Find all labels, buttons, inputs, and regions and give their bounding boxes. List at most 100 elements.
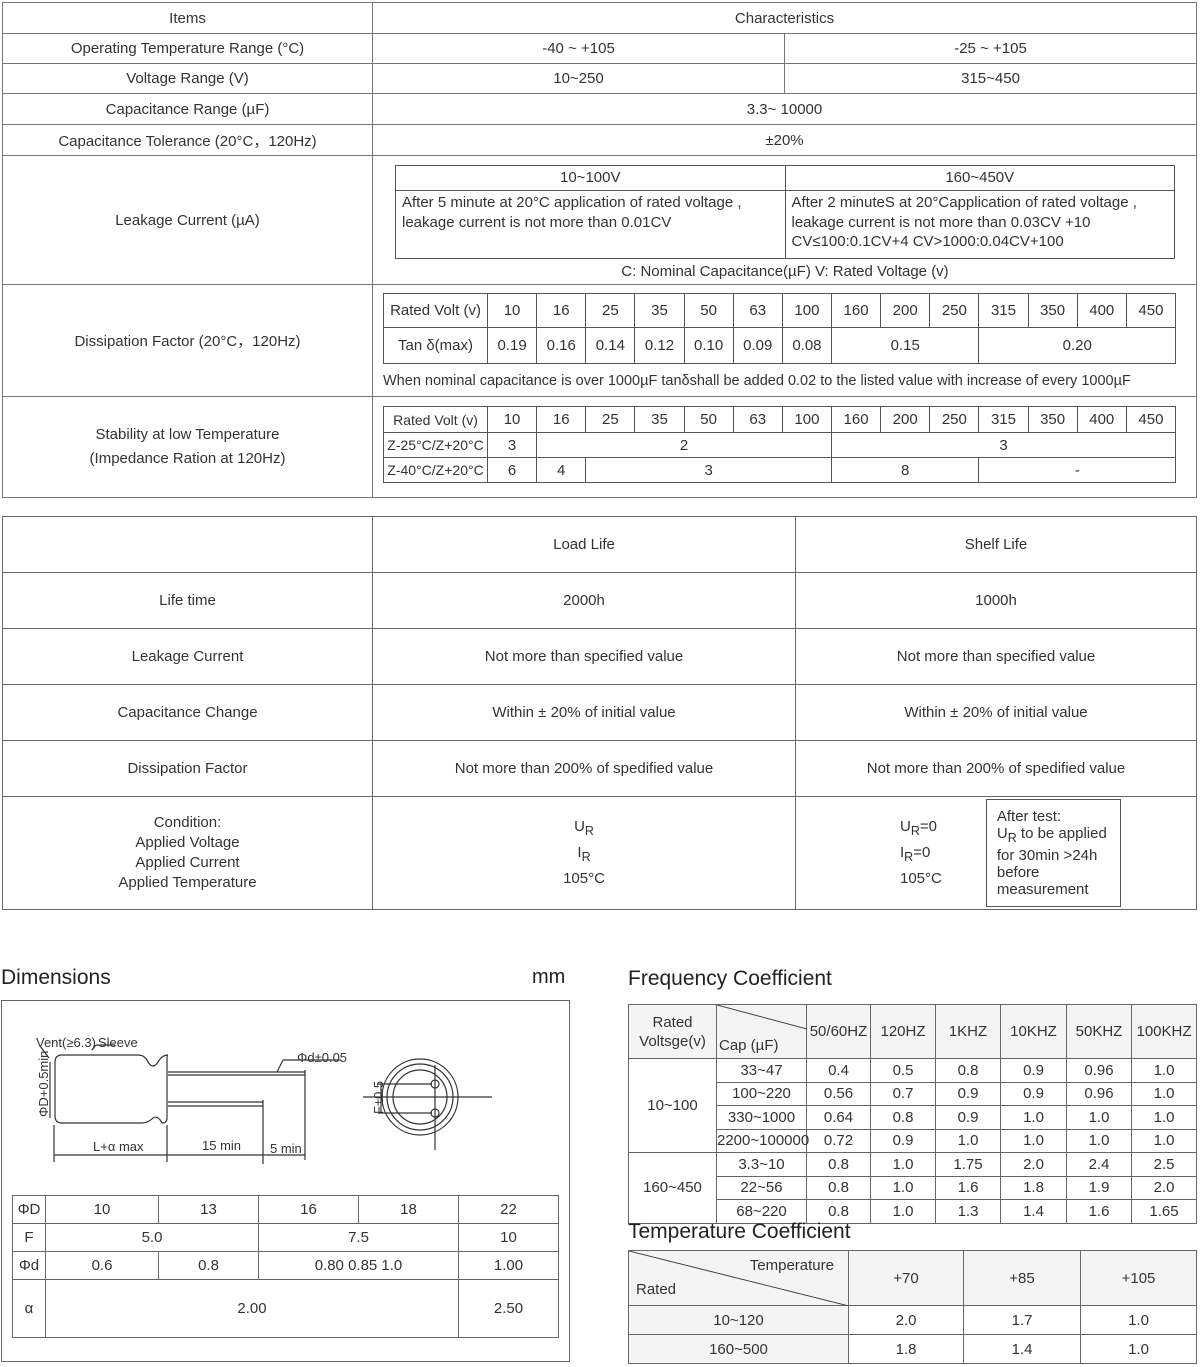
- header-temperature-value: +85: [963, 1250, 1081, 1306]
- shelf-value: Not more than specified value: [795, 628, 1197, 685]
- coefficient-value: 1.0: [870, 1152, 936, 1177]
- table-cell: 0.15: [830, 327, 980, 364]
- subscript: R: [1007, 831, 1017, 845]
- after-test-note: After test: UR to be applied for 30min >…: [985, 799, 1121, 907]
- header-blank: [2, 516, 373, 573]
- coefficient-value: 0.9: [1000, 1081, 1067, 1106]
- leakage-low-line: After 5 minute at 20°C application of ra…: [402, 194, 742, 211]
- note-line: before: [996, 864, 1040, 881]
- stability-label-line2: (Impedance Ration at 120Hz): [89, 450, 286, 467]
- load-voltage: U: [574, 818, 585, 835]
- coefficient-value: 0.9: [1000, 1058, 1067, 1083]
- coefficient-value: 0.4: [806, 1058, 871, 1083]
- stability-label-line1: Stability at low Temperature: [95, 426, 280, 443]
- coefficient-value: 2.4: [1066, 1152, 1132, 1177]
- header-frequency: 120HZ: [870, 1004, 936, 1059]
- coefficient-value: 0.5: [870, 1058, 936, 1083]
- table-cell: 160: [830, 406, 882, 433]
- coefficient-value: 0.8: [806, 1175, 871, 1200]
- coefficient-value: 1.65: [1131, 1199, 1197, 1224]
- table-cell: 0.19: [486, 327, 538, 364]
- header-cap-label: Cap (µF): [719, 1037, 779, 1054]
- subscript: R: [581, 850, 591, 864]
- shelf-current: I: [900, 844, 905, 861]
- row-label: Dissipation Factor: [2, 740, 373, 797]
- row-label: Capacitance Change: [2, 684, 373, 741]
- load-condition: UR IR 105°C: [372, 796, 796, 910]
- header-characteristics: Characteristics: [371, 2, 1198, 34]
- shelf-condition: UR=0 IR=0 105°C After test: UR to be app…: [795, 796, 1197, 910]
- subscript: R: [904, 850, 914, 864]
- table-cell: 10: [458, 1223, 559, 1252]
- coefficient-value: 1.0: [1080, 1334, 1197, 1364]
- leakage-high-text: After 2 minuteS at 20°Capplication of ra…: [784, 190, 1175, 259]
- capacitance-tolerance-label: Capacitance Tolerance (20°C，120Hz): [2, 124, 373, 156]
- shelf-value: Within ± 20% of initial value: [795, 684, 1197, 741]
- stability-cell: Rated Volt (v) 10 16 25 35 50 63 100 160 200 250 31…: [371, 396, 1198, 498]
- table-cell: 7.5: [258, 1223, 459, 1252]
- table-cell: 2.00: [45, 1279, 459, 1338]
- leakage-header-high: 160~450V: [784, 165, 1175, 191]
- lead-diameter-label: Φd±0.05: [297, 1050, 347, 1065]
- subscript: R: [584, 824, 594, 838]
- coefficient-value: 1.4: [1000, 1199, 1067, 1224]
- leakage-low-text: After 5 minute at 20°C application of ra…: [395, 190, 786, 259]
- rated-range: 10~120: [628, 1305, 849, 1335]
- coefficient-value: 0.96: [1066, 1058, 1132, 1083]
- life-test-table: Load Life Shelf Life Life time 2000h 1000h …: [2, 516, 1197, 910]
- load-temperature: 105°C: [563, 870, 605, 887]
- header-frequency: 10KHZ: [1000, 1004, 1067, 1059]
- note-line: measurement: [996, 881, 1089, 898]
- leakage-current-table: 10~100V 160~450V After 5 minute at 20°C a…: [395, 165, 1175, 259]
- table-cell: 3: [486, 432, 538, 458]
- header-load-life: Load Life: [372, 516, 796, 573]
- table-cell: 315: [978, 406, 1029, 433]
- note-line: to be applied: [1016, 825, 1107, 842]
- dissipation-factor-cell: Rated Volt (v) 10 16 25 35 50 63 100 160 200 250 31…: [371, 284, 1198, 397]
- header-temperature-rated: Temperature Rated: [628, 1250, 849, 1306]
- load-value: Not more than specified value: [372, 628, 796, 685]
- table-cell: 0.08: [781, 327, 832, 364]
- table-cell: 0.8: [158, 1251, 259, 1280]
- table-cell: 10: [486, 406, 538, 433]
- coefficient-value: 2.0: [848, 1305, 964, 1335]
- coefficient-value: 1.0: [1000, 1105, 1067, 1130]
- table-cell: 10: [486, 293, 538, 328]
- header-cap: Cap (µF): [716, 1004, 807, 1059]
- table-cell: 250: [929, 293, 980, 328]
- operating-temp-high: -25 ~ +105: [783, 33, 1198, 64]
- condition-label: Condition: Applied Voltage Applied Curre…: [2, 796, 373, 910]
- coefficient-value: 1.0: [1131, 1105, 1197, 1130]
- capacitance-range: 330~1000: [716, 1105, 807, 1130]
- voltage-range-low: 10~250: [372, 63, 785, 94]
- coefficient-value: 0.9: [935, 1081, 1001, 1106]
- table-cell: 0.09: [732, 327, 783, 364]
- table-cell: -: [978, 457, 1176, 483]
- coefficient-value: 0.9: [870, 1128, 936, 1153]
- condition-current: Applied Current: [135, 854, 240, 871]
- coefficient-value: 1.0: [870, 1175, 936, 1200]
- table-cell: 3: [830, 432, 1177, 458]
- header-frequency: 100KHZ: [1131, 1004, 1197, 1059]
- vent-label: Vent(≥6.3): [36, 1035, 96, 1050]
- leakage-note: C: Nominal Capacitance(µF) V: Rated Volt…: [621, 263, 949, 280]
- sleeve-label: Sleeve: [98, 1035, 138, 1050]
- stability-table: Rated Volt (v) 10 16 25 35 50 63 100 160 200 250 31…: [383, 406, 1177, 483]
- coefficient-value: 1.0: [1131, 1058, 1197, 1083]
- shelf-voltage-value: =0: [919, 818, 937, 835]
- table-cell: 400: [1076, 406, 1127, 433]
- dimensions-unit: mm: [532, 966, 566, 988]
- capacitance-range: 22~56: [716, 1175, 807, 1200]
- coefficient-value: 1.6: [935, 1175, 1001, 1200]
- coefficient-value: 0.9: [935, 1105, 1001, 1130]
- voltage-range-label: Voltage Range (V): [2, 63, 373, 94]
- header-frequency: 50KHZ: [1066, 1004, 1132, 1059]
- table-cell: 350: [1027, 293, 1078, 328]
- row-header: Rated Volt (v): [383, 293, 488, 328]
- load-value: 2000h: [372, 572, 796, 629]
- coefficient-value: 2.0: [1131, 1175, 1197, 1200]
- leakage-high-line: CV≤100:0.1CV+4 CV>1000:0.04CV+100: [791, 233, 1064, 250]
- table-cell: 0.16: [536, 327, 587, 364]
- row-header: ΦD: [12, 1195, 46, 1224]
- header-frequency: 50/60HZ: [806, 1004, 871, 1059]
